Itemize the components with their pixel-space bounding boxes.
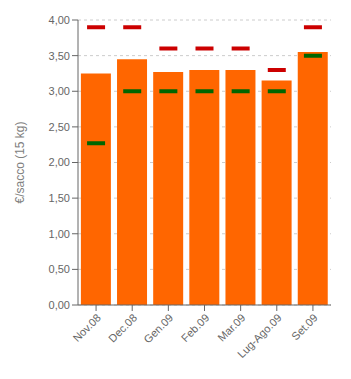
- svg-text:Gen.09: Gen.09: [141, 311, 175, 345]
- svg-text:Nov.08: Nov.08: [70, 311, 103, 344]
- svg-text:Mar.09: Mar.09: [215, 311, 247, 343]
- svg-text:3,50: 3,50: [49, 50, 70, 62]
- svg-text:Dec.08: Dec.08: [106, 311, 139, 344]
- svg-text:4,00: 4,00: [49, 14, 70, 26]
- svg-text:Set.09: Set.09: [289, 311, 320, 342]
- svg-text:€/sacco (15 kg): €/sacco (15 kg): [13, 121, 27, 203]
- svg-text:1,50: 1,50: [49, 192, 70, 204]
- svg-text:2,00: 2,00: [49, 156, 70, 168]
- svg-text:0,50: 0,50: [49, 263, 70, 275]
- svg-text:Lug-Ago.09: Lug-Ago.09: [235, 311, 284, 360]
- svg-text:3,00: 3,00: [49, 85, 70, 97]
- svg-text:2,50: 2,50: [49, 121, 70, 133]
- svg-text:0,00: 0,00: [49, 299, 70, 311]
- svg-text:Feb.09: Feb.09: [179, 311, 212, 344]
- svg-text:1,00: 1,00: [49, 228, 70, 240]
